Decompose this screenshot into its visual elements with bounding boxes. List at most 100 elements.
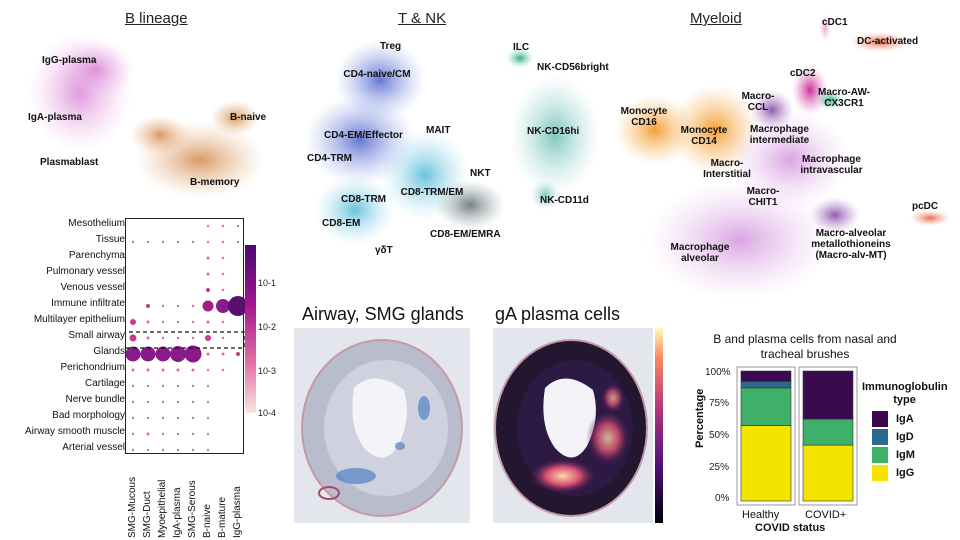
cluster-label-macro-ccl: Macro-CCL bbox=[741, 91, 775, 113]
cluster-label-iga-plasma: IgA-plasma bbox=[28, 112, 82, 123]
legend-swatch-iga bbox=[872, 411, 888, 427]
tissue-right-title: gA plasma cells bbox=[495, 304, 621, 324]
cluster-label-plasmablast: Plasmablast bbox=[40, 157, 99, 168]
dotplot-dot bbox=[236, 352, 240, 356]
bar-segment-igm-1 bbox=[802, 418, 854, 446]
bar-segment-igg-1 bbox=[802, 444, 854, 502]
cluster-label-b-naive: B-naive bbox=[230, 112, 267, 123]
dotplot-dot bbox=[206, 272, 210, 276]
dotplot-dot bbox=[216, 299, 230, 313]
dotplot-row-label: Tissue bbox=[95, 234, 125, 245]
dotplot-dot bbox=[161, 320, 165, 324]
dotplot-dot bbox=[131, 432, 135, 436]
dotplot-col-label: IgA-plasma bbox=[172, 487, 183, 538]
legend-swatch-igm bbox=[872, 447, 888, 463]
tissue-panel-plasma bbox=[493, 328, 663, 523]
dotplot-row-label: Perichondrium bbox=[60, 362, 125, 373]
dotplot-dot bbox=[146, 416, 150, 420]
legend-swatch-igd bbox=[872, 429, 888, 445]
dotplot-row-label: Airway smooth muscle bbox=[24, 426, 125, 437]
tissue-left-title: Airway, SMG glands bbox=[302, 304, 464, 324]
dotplot-dot bbox=[206, 448, 210, 452]
chart-title: B and plasma cells from nasal and trache… bbox=[713, 332, 897, 361]
dotplot-grid bbox=[125, 218, 245, 454]
chart-xtick-healthy: Healthy bbox=[742, 509, 780, 521]
bar-segment-igd-0 bbox=[740, 381, 792, 389]
chart-ytick: 100% bbox=[705, 367, 731, 378]
dotplot-dot bbox=[206, 240, 210, 244]
dotplot-dot bbox=[191, 320, 195, 324]
dotplot-dot bbox=[236, 224, 240, 228]
dotplot-row-label: Arterial vessel bbox=[62, 442, 125, 453]
dotplot-dot bbox=[206, 400, 210, 404]
dotplot-dot bbox=[221, 320, 225, 324]
colorbar-tick: 10-2 bbox=[258, 322, 277, 332]
dotplot-col-label: Myoepithelial bbox=[157, 479, 168, 538]
dotplot-dot bbox=[221, 336, 225, 340]
dotplot-dot bbox=[176, 240, 180, 244]
dotplot-dot bbox=[146, 432, 150, 436]
dotplot-dot bbox=[161, 240, 165, 244]
cluster-label-macrophage-intravascular: Macrophage intravascular bbox=[800, 154, 863, 176]
cluster-label-b-memory: B-memory bbox=[190, 177, 240, 188]
dotplot-col-label: SMG-Mucous bbox=[127, 476, 138, 538]
dotplot-dot bbox=[202, 300, 214, 312]
dotplot-dot bbox=[131, 416, 135, 420]
dotplot-row-label: Mesothelium bbox=[68, 218, 125, 229]
cluster-label-treg: Treg bbox=[380, 41, 402, 52]
dotplot-dot bbox=[161, 384, 165, 388]
dotplot-dot bbox=[146, 368, 150, 372]
dotplot-row-label: Cartilage bbox=[84, 378, 125, 389]
dotplot-col-label: B-naive bbox=[202, 504, 213, 538]
bar-segment-igm-0 bbox=[740, 387, 792, 426]
cluster-label-macrophage-alveolar: Macrophage alveolar bbox=[670, 242, 730, 264]
dotplot-dot bbox=[221, 272, 225, 276]
chart-ylabel: Percentage bbox=[694, 388, 706, 448]
dotplot-dot bbox=[170, 346, 186, 362]
dotplot-row-label: Multilayer epithelium bbox=[33, 314, 125, 325]
dotplot-col-label: IgG-plasma bbox=[232, 486, 243, 538]
dotplot-dot bbox=[206, 320, 210, 324]
cluster-label-nk-cd16hi: NK-CD16hi bbox=[527, 126, 580, 137]
dotplot-dot bbox=[176, 320, 180, 324]
dotplot-dot bbox=[221, 256, 225, 260]
legend-label-igm: IgM bbox=[896, 449, 915, 461]
cluster-label-dc-activated: DC-activated bbox=[857, 36, 919, 47]
dotplot-dot bbox=[131, 384, 135, 388]
facet-frame-healthy bbox=[736, 366, 796, 506]
cluster-label-nk-cd11d: NK-CD11d bbox=[540, 195, 589, 206]
dotplot-dot bbox=[146, 320, 150, 324]
bar-segments bbox=[740, 370, 854, 502]
dotplot-dot bbox=[221, 288, 225, 292]
cluster-label-cd8-trm: CD8-TRM bbox=[341, 194, 386, 205]
dotplot-dot bbox=[131, 240, 135, 244]
glands-highlight-box bbox=[125, 331, 245, 349]
cluster-label-macrophage-intermediate: Macrophage intermediate bbox=[749, 124, 810, 146]
dotplot-column-labels: SMG-Mucous SMG-Duct Myoepithelial IgA-pl… bbox=[125, 456, 245, 538]
dotplot-dot bbox=[176, 416, 180, 420]
dotplot-dot bbox=[161, 448, 165, 452]
dotplot-dot bbox=[206, 256, 210, 260]
dotplot-col-label: SMG-Duct bbox=[142, 491, 153, 538]
chart-ytick: 75% bbox=[709, 398, 730, 409]
cluster-label-gdt: γδT bbox=[375, 245, 393, 256]
cluster-label-ilc: ILC bbox=[513, 42, 530, 53]
dotplot-dot bbox=[131, 368, 135, 372]
dotplot-dot bbox=[131, 400, 135, 404]
dotplot-dot bbox=[206, 352, 210, 356]
dotplot-row-label: Immune infiltrate bbox=[51, 298, 125, 309]
dotplot-dot bbox=[191, 240, 195, 244]
cluster-label-monocyte-cd16: Monocyte CD16 bbox=[620, 106, 668, 128]
dotplot-dot bbox=[206, 416, 210, 420]
dotplot-dot bbox=[221, 224, 225, 228]
chart-ytick: 50% bbox=[709, 430, 730, 441]
dotplot-dot bbox=[206, 384, 210, 388]
dotplot-dot bbox=[221, 368, 225, 372]
dotplot-dot bbox=[131, 448, 135, 452]
dotplot-dot bbox=[206, 432, 210, 436]
dotplot-colorbar bbox=[245, 245, 256, 413]
dotplot-dot bbox=[176, 384, 180, 388]
stacked-bar-chart bbox=[736, 366, 858, 506]
t-nk-title: T & NK bbox=[398, 10, 447, 27]
legend-label-igd: IgD bbox=[896, 431, 914, 443]
